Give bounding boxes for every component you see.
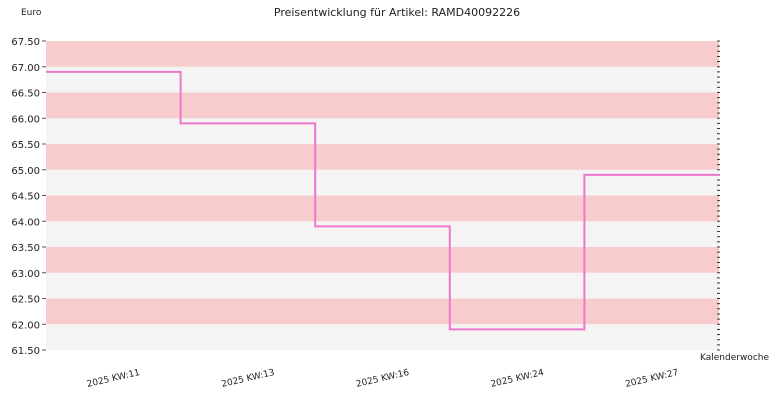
y-tick-label: 61.50 [11, 346, 40, 357]
y-tick-label: 64.50 [11, 192, 40, 203]
y-tick-label: 66.50 [11, 89, 40, 100]
background-band [46, 298, 719, 325]
background-band [46, 195, 719, 222]
y-tick-label: 62.50 [11, 295, 40, 306]
x-tick-label: 2025 KW:27 [624, 368, 679, 390]
y-tick-label: 65.50 [11, 140, 40, 151]
y-tick-label: 63.50 [11, 243, 40, 254]
price-step-line [46, 70, 719, 331]
x-tick-label: 2025 KW:24 [490, 368, 545, 390]
chart-title: Preisentwicklung für Artikel: RAMD400922… [274, 6, 520, 19]
x-tick-label: 2025 KW:16 [355, 368, 410, 390]
background-band [46, 41, 719, 67]
background-bands [46, 41, 719, 350]
background-band [46, 247, 719, 273]
y-axis-ticks: 67.50 67.00 66.50 66.00 65.50 65.00 64.50 64.00… [11, 37, 46, 357]
x-axis-ticks: 2025 KW:11 2025 KW:13 2025 KW:16 2025 KW:24… [86, 368, 679, 390]
background-band [46, 118, 719, 144]
y-tick-label: 66.00 [11, 114, 40, 125]
background-band [46, 169, 719, 196]
y-tick-label: 67.50 [11, 37, 40, 48]
x-tick-label: 2025 KW:11 [86, 368, 141, 390]
y-axis-label: Euro [21, 8, 42, 18]
x-tick-label: 2025 KW:13 [221, 368, 276, 390]
y-tick-label: 65.00 [11, 166, 40, 177]
background-band [46, 272, 719, 299]
y-tick-label: 64.00 [11, 217, 40, 228]
background-band [46, 66, 719, 93]
right-minor-ticks [717, 40, 720, 351]
background-band [46, 92, 719, 119]
background-band [46, 324, 719, 350]
background-band [46, 221, 719, 247]
y-tick-label: 62.00 [11, 320, 40, 331]
y-tick-label: 67.00 [11, 63, 40, 74]
x-axis-label: Kalenderwoche [700, 353, 769, 363]
background-band [46, 144, 719, 170]
y-tick-label: 63.00 [11, 269, 40, 280]
